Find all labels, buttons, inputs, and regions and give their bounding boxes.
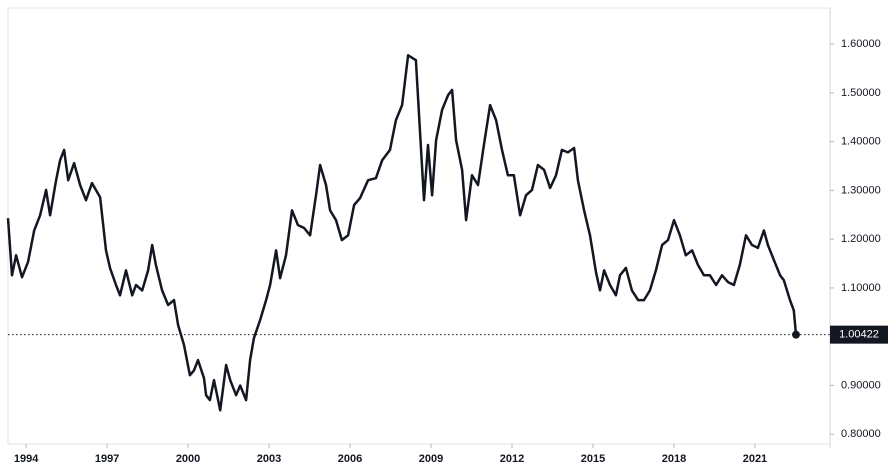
last-point xyxy=(791,330,800,339)
x-tick-label: 2018 xyxy=(662,453,686,465)
y-tick-label: 1.10000 xyxy=(841,282,881,294)
x-tick-label: 2009 xyxy=(419,453,443,465)
x-tick-label: 2003 xyxy=(257,453,281,465)
last-value-box xyxy=(830,325,888,344)
y-tick-label: 1.30000 xyxy=(841,184,881,196)
plot-area xyxy=(7,7,831,445)
y-tick-label: 0.90000 xyxy=(841,379,881,391)
y-tick-label: 0.80000 xyxy=(841,428,881,440)
y-tick-label: 1.40000 xyxy=(841,136,881,148)
x-tick-label: 1997 xyxy=(95,453,119,465)
x-tick-label: 2021 xyxy=(743,453,767,465)
x-tick-label: 1994 xyxy=(14,453,39,465)
x-tick-label: 2006 xyxy=(338,453,362,465)
x-tick-label: 2012 xyxy=(500,453,524,465)
y-tick-label: 1.20000 xyxy=(841,233,881,245)
x-tick-label: 2000 xyxy=(176,453,200,465)
y-tick-label: 1.50000 xyxy=(841,87,881,99)
y-tick-label: 1.60000 xyxy=(841,38,881,50)
last-value-label: 1.00422 xyxy=(839,329,879,341)
price-line xyxy=(6,54,798,412)
x-tick-label: 2015 xyxy=(581,453,605,465)
